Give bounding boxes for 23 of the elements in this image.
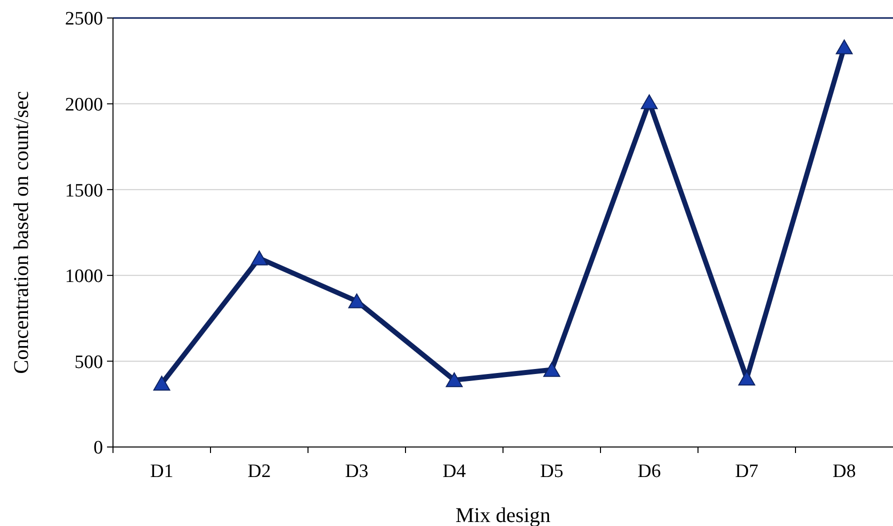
point (836, 39, 853, 54)
point (250, 250, 268, 266)
x-tick-label: D3 (345, 461, 368, 482)
point (348, 293, 366, 308)
y-tick-label: 1000 (65, 266, 103, 288)
x-tick-label: D5 (540, 461, 564, 482)
point (640, 94, 658, 110)
y-tick-label: 1500 (65, 180, 103, 202)
x-tick-label: D1 (150, 461, 174, 482)
x-tick-label: D4 (442, 461, 466, 482)
point (738, 370, 756, 386)
point (153, 376, 170, 391)
x-tick-label: D8 (832, 461, 856, 482)
y-tick-label: 0 (94, 438, 103, 459)
x-tick-label: D2 (248, 461, 271, 482)
x-tick-label: D6 (638, 461, 661, 482)
point (543, 362, 560, 377)
y-axis-title: Concentration based on count/sec (9, 91, 33, 374)
y-tick-label: 2500 (65, 8, 103, 30)
y-tick-label: 2000 (65, 94, 103, 116)
x-tick-label: D7 (735, 461, 758, 482)
point (446, 372, 463, 388)
y-tick-label: 500 (74, 352, 103, 373)
